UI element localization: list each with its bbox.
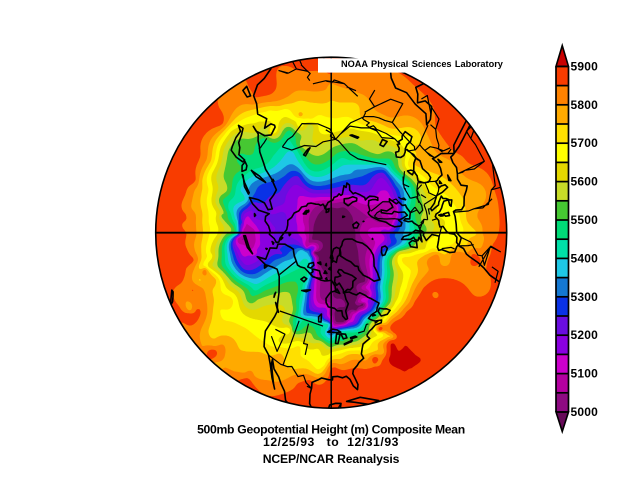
svg-text:500mb Geopotential Height (m): 500mb Geopotential Height (m) Composite …: [197, 423, 465, 437]
svg-text:5800: 5800: [571, 98, 599, 112]
svg-text:NCEP/NCAR Reanalysis: NCEP/NCAR Reanalysis: [263, 452, 400, 466]
svg-text:5900: 5900: [571, 59, 599, 73]
svg-text:5500: 5500: [571, 213, 599, 227]
svg-text:5200: 5200: [571, 328, 599, 342]
svg-text:12/25/93 to 12/31/93: 12/25/93 to 12/31/93: [263, 435, 399, 449]
svg-text:NOAA Physical Sciences Laborat: NOAA Physical Sciences Laboratory: [341, 59, 504, 69]
svg-text:5600: 5600: [571, 175, 599, 189]
svg-text:5300: 5300: [571, 290, 599, 304]
svg-text:5700: 5700: [571, 136, 599, 150]
svg-text:5000: 5000: [571, 405, 599, 419]
svg-text:5400: 5400: [571, 251, 599, 265]
svg-text:5100: 5100: [571, 367, 599, 381]
